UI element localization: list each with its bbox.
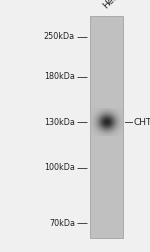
Text: 70kDa: 70kDa bbox=[49, 218, 75, 228]
Text: 100kDa: 100kDa bbox=[44, 163, 75, 172]
Text: 250kDa: 250kDa bbox=[44, 32, 75, 41]
Text: HeLa: HeLa bbox=[102, 0, 124, 10]
Text: 130kDa: 130kDa bbox=[44, 118, 75, 127]
Text: 180kDa: 180kDa bbox=[44, 72, 75, 81]
Bar bbox=[90, 16, 123, 238]
Text: CHTF18: CHTF18 bbox=[134, 118, 150, 127]
